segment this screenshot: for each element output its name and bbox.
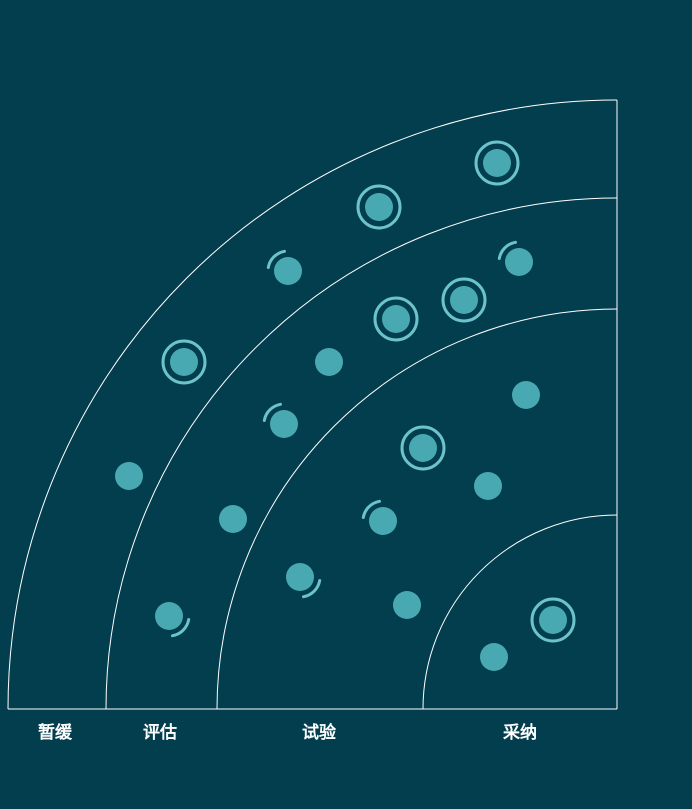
blip-dot — [409, 434, 437, 462]
blip-layer — [115, 140, 576, 671]
blip-outer-ring — [356, 184, 402, 230]
blip-arc — [361, 499, 381, 519]
blip-dot — [270, 410, 298, 438]
blip-dot — [286, 563, 314, 591]
blip-trial-plain[interactable] — [393, 591, 421, 619]
ring-label-adopt: 采纳 — [502, 722, 537, 743]
blip-assess-new[interactable] — [441, 277, 487, 323]
blip-dot — [274, 257, 302, 285]
blip-arc — [497, 240, 517, 260]
ring-boundary-assess — [105, 197, 618, 710]
blip-assess-moved-in[interactable] — [262, 402, 298, 438]
blip-hold-plain[interactable] — [115, 462, 143, 490]
blip-hold-moved-in[interactable] — [266, 249, 302, 285]
blip-dot — [505, 248, 533, 276]
blip-trial-plain[interactable] — [474, 472, 502, 500]
blip-dot — [512, 381, 540, 409]
blip-outer-ring — [474, 140, 520, 186]
blip-dot — [474, 472, 502, 500]
ring-boundary-adopt — [422, 514, 618, 710]
blip-assess-moved-in[interactable] — [497, 240, 533, 276]
blip-outer-ring — [400, 425, 446, 471]
blip-hold-new[interactable] — [474, 140, 520, 186]
blip-dot — [393, 591, 421, 619]
blip-dot — [315, 348, 343, 376]
blip-hold-moved-out[interactable] — [155, 602, 191, 638]
blip-dot — [539, 606, 567, 634]
ring-label-assess: 评估 — [143, 722, 177, 743]
blip-outer-ring — [373, 296, 419, 342]
blip-adopt-plain[interactable] — [480, 643, 508, 671]
blip-dot — [369, 507, 397, 535]
blip-assess-plain[interactable] — [219, 505, 247, 533]
blip-arc — [302, 579, 322, 599]
blip-trial-plain[interactable] — [512, 381, 540, 409]
ring-boundary-trial — [216, 308, 618, 710]
blip-trial-new[interactable] — [400, 425, 446, 471]
blip-arc — [171, 618, 191, 638]
blip-dot — [480, 643, 508, 671]
blip-arc — [266, 249, 286, 269]
blip-dot — [450, 286, 478, 314]
blip-assess-new[interactable] — [373, 296, 419, 342]
blip-hold-new[interactable] — [356, 184, 402, 230]
blip-hold-new[interactable] — [161, 339, 207, 385]
blip-trial-moved-in[interactable] — [361, 499, 397, 535]
ring-label-hold: 暂缓 — [38, 722, 73, 743]
blip-assess-moved-out[interactable] — [286, 563, 322, 599]
ring-boundary-hold — [7, 99, 618, 710]
blip-dot — [219, 505, 247, 533]
blip-outer-ring — [441, 277, 487, 323]
blip-dot — [170, 348, 198, 376]
blip-outer-ring — [161, 339, 207, 385]
blip-outer-ring — [530, 597, 576, 643]
blip-dot — [365, 193, 393, 221]
blip-dot — [483, 149, 511, 177]
ring-label-trial: 试验 — [302, 722, 337, 743]
blip-assess-plain[interactable] — [315, 348, 343, 376]
blip-dot — [155, 602, 183, 630]
blip-dot — [115, 462, 143, 490]
blip-dot — [382, 305, 410, 333]
blip-arc — [262, 402, 282, 422]
blip-adopt-new[interactable] — [530, 597, 576, 643]
